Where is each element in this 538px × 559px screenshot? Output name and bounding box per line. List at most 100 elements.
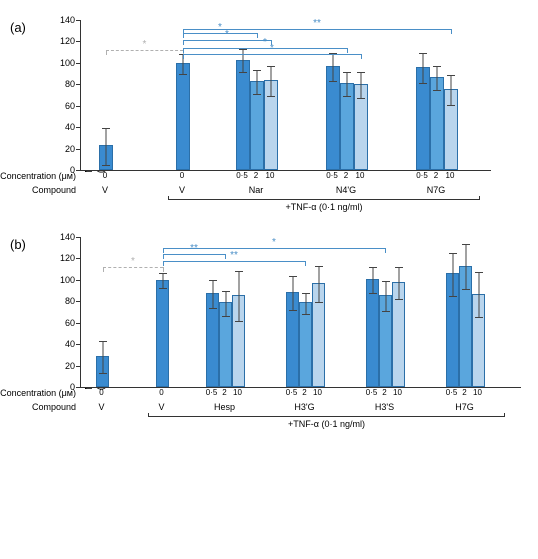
significance-label: * bbox=[225, 29, 229, 40]
significance-bracket bbox=[163, 248, 385, 250]
ytick-label: 140 bbox=[60, 15, 81, 25]
concentration-value: 2 bbox=[222, 388, 226, 397]
compound-row-label: Compound bbox=[32, 185, 80, 195]
bar bbox=[299, 302, 312, 387]
compound-label: H7G bbox=[455, 402, 474, 412]
significance-bracket bbox=[183, 33, 257, 35]
bar bbox=[416, 67, 430, 170]
significance-bracket bbox=[183, 29, 451, 31]
significance-label: * bbox=[131, 256, 135, 267]
concentration-value: 0·5 bbox=[416, 171, 428, 180]
bar bbox=[206, 293, 219, 387]
significance-bracket bbox=[106, 50, 183, 52]
concentration-value: 2 bbox=[462, 388, 466, 397]
bar bbox=[340, 83, 354, 170]
concentration-value: 0·5 bbox=[366, 388, 378, 397]
compound-row: CompoundVVNarN4'GN7G bbox=[80, 185, 490, 199]
bar bbox=[99, 145, 113, 170]
chart-panel: (b)Monocyte adhesion to HUVEC(% of TNFα-… bbox=[10, 237, 528, 434]
bar bbox=[392, 282, 405, 387]
ytick-label: 120 bbox=[60, 253, 81, 263]
concentration-value: 0·5 bbox=[286, 388, 298, 397]
significance-label: ** bbox=[313, 18, 321, 29]
ytick-label: 80 bbox=[65, 296, 81, 306]
concentration-row-label: Concentration (μᴍ) bbox=[0, 171, 80, 181]
ytick-label: 20 bbox=[65, 361, 81, 371]
concentration-value: 2 bbox=[302, 388, 306, 397]
compound-label: V bbox=[102, 185, 108, 195]
bar bbox=[312, 283, 325, 387]
ytick-label: 100 bbox=[60, 275, 81, 285]
bar bbox=[459, 266, 472, 387]
bar bbox=[326, 66, 340, 170]
ytick-label: 40 bbox=[65, 122, 81, 132]
significance-bracket bbox=[163, 254, 225, 256]
panel-label: (a) bbox=[10, 20, 26, 35]
concentration-value: 0 bbox=[103, 171, 107, 180]
ytick-label: 140 bbox=[60, 232, 81, 242]
ytick-label: 40 bbox=[65, 339, 81, 349]
compound-label: N7G bbox=[427, 185, 446, 195]
significance-bracket bbox=[183, 54, 361, 56]
concentration-value: 10 bbox=[356, 171, 365, 180]
concentration-row: Concentration (μᴍ)000·52100·52100·5210 bbox=[80, 171, 490, 185]
significance-label: * bbox=[143, 39, 147, 50]
concentration-value: 0·5 bbox=[446, 388, 458, 397]
ytick-label: 60 bbox=[65, 101, 81, 111]
concentration-value: 10 bbox=[473, 388, 482, 397]
bar bbox=[156, 280, 169, 387]
plot-area: 020406080100120140****** bbox=[80, 237, 521, 388]
ytick-label: 120 bbox=[60, 36, 81, 46]
bar bbox=[232, 295, 245, 387]
concentration-value: 10 bbox=[313, 388, 322, 397]
significance-bracket bbox=[183, 48, 347, 50]
bar bbox=[96, 356, 109, 387]
bar bbox=[430, 77, 444, 170]
concentration-value: 0 bbox=[159, 388, 163, 397]
significance-label: * bbox=[218, 22, 222, 33]
bar bbox=[176, 63, 190, 170]
bar bbox=[472, 294, 485, 387]
concentration-value: 0 bbox=[99, 388, 103, 397]
ytick-label: 60 bbox=[65, 318, 81, 328]
concentration-value: 2 bbox=[344, 171, 348, 180]
panel-label: (b) bbox=[10, 237, 26, 252]
concentration-value: 10 bbox=[266, 171, 275, 180]
compound-label: V bbox=[179, 185, 185, 195]
ytick-label: 100 bbox=[60, 58, 81, 68]
bar bbox=[354, 84, 368, 170]
concentration-value: 0·5 bbox=[236, 171, 248, 180]
concentration-value: 0·5 bbox=[326, 171, 338, 180]
compound-label: H3'S bbox=[375, 402, 394, 412]
compound-label: V bbox=[98, 402, 104, 412]
concentration-value: 2 bbox=[382, 388, 386, 397]
compound-row: CompoundVVHespH3'GH3'SH7G bbox=[80, 402, 520, 416]
significance-label: * bbox=[272, 237, 276, 248]
bar bbox=[444, 89, 458, 170]
concentration-value: 10 bbox=[233, 388, 242, 397]
concentration-row-label: Concentration (μᴍ) bbox=[0, 388, 80, 398]
tnf-treatment-label: +TNF-α (0·1 ng/ml) bbox=[168, 199, 480, 212]
compound-label: H3'G bbox=[294, 402, 314, 412]
concentration-value: 2 bbox=[434, 171, 438, 180]
compound-label: Nar bbox=[249, 185, 264, 195]
concentration-value: 10 bbox=[446, 171, 455, 180]
plot-area: 020406080100120140******* bbox=[80, 20, 491, 171]
bar bbox=[236, 60, 250, 170]
bar bbox=[219, 302, 232, 387]
significance-bracket bbox=[163, 261, 305, 263]
bar bbox=[446, 273, 459, 387]
significance-bracket bbox=[103, 267, 163, 269]
significance-bracket bbox=[183, 40, 271, 42]
bar bbox=[379, 295, 392, 387]
concentration-value: 0·5 bbox=[206, 388, 218, 397]
ytick-label: 80 bbox=[65, 79, 81, 89]
compound-label: N4'G bbox=[336, 185, 356, 195]
significance-label: * bbox=[263, 37, 267, 48]
significance-label: * bbox=[270, 43, 274, 54]
concentration-value: 10 bbox=[393, 388, 402, 397]
bar bbox=[250, 81, 264, 170]
compound-row-label: Compound bbox=[32, 402, 80, 412]
concentration-value: 0 bbox=[180, 171, 184, 180]
bar bbox=[366, 279, 379, 387]
